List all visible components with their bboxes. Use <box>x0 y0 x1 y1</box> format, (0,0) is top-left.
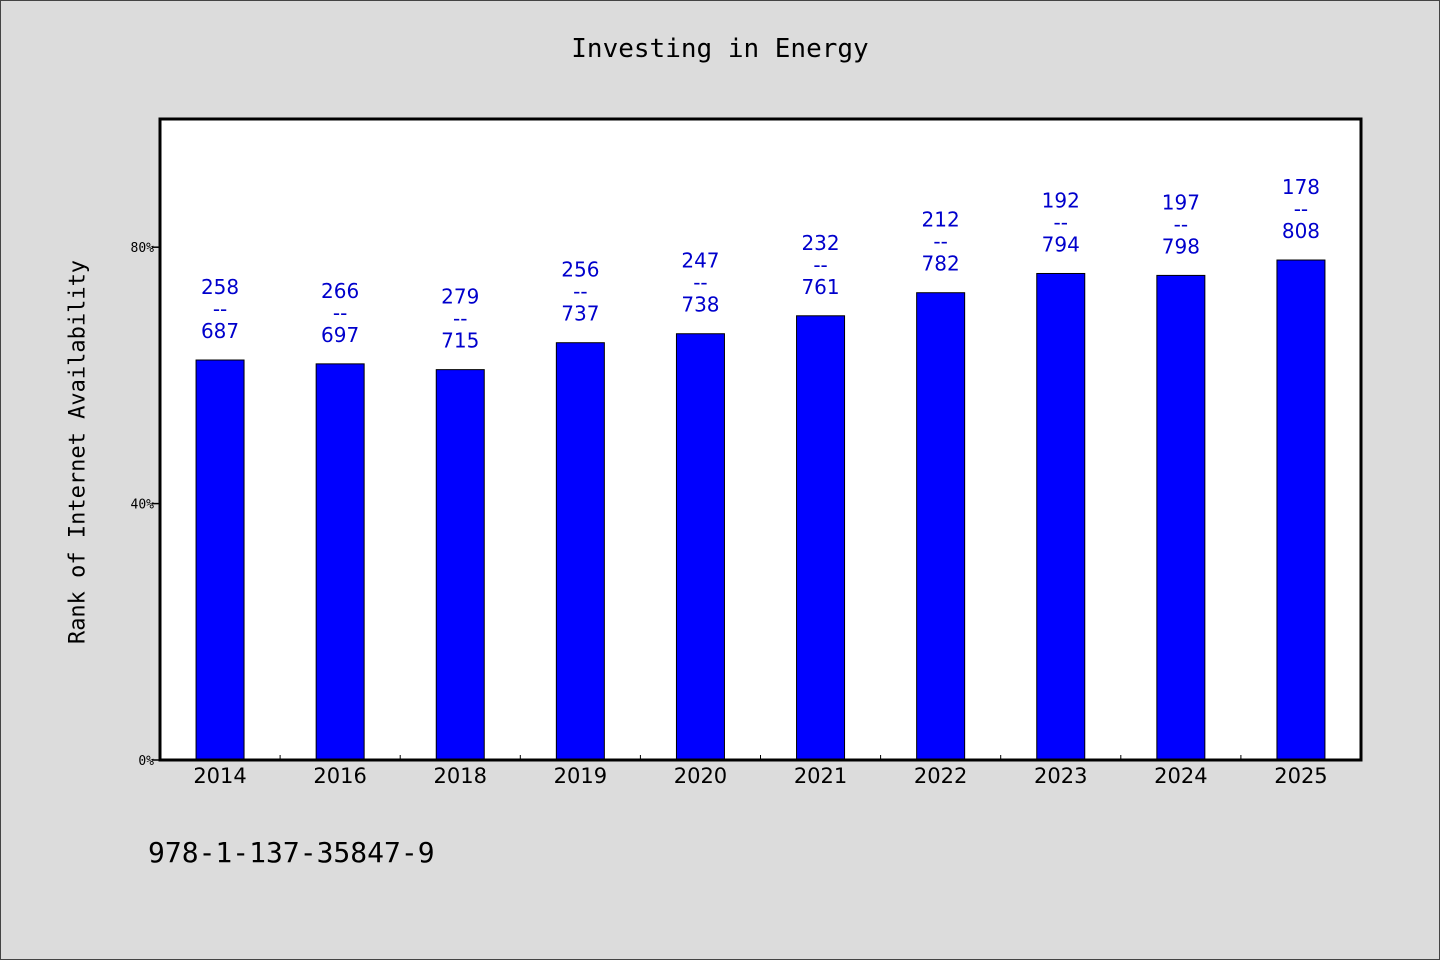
data-label-2024-1: -- <box>1174 212 1188 236</box>
bar-2020 <box>675 333 725 761</box>
data-label-2025-0: 178 <box>1282 175 1320 199</box>
bar-2016 <box>315 363 365 761</box>
data-label-2016-1: -- <box>333 301 347 325</box>
bar-2021 <box>796 315 846 761</box>
x-tick-label-2024: 2024 <box>1154 764 1207 788</box>
x-tick-label-2023: 2023 <box>1034 764 1087 788</box>
x-tick-label-2020: 2020 <box>674 764 727 788</box>
bar-2025 <box>1276 259 1326 761</box>
y-tick-label-0: 0% <box>138 754 154 769</box>
data-label-2025-1: -- <box>1294 197 1308 221</box>
bar-2022 <box>916 292 966 761</box>
x-tick-label-2021: 2021 <box>794 764 847 788</box>
x-tick-label-2019: 2019 <box>554 764 607 788</box>
bar-2024 <box>1156 274 1206 761</box>
bar-2014 <box>195 359 245 761</box>
data-label-2022-1: -- <box>933 230 947 254</box>
data-label-2023-1: -- <box>1054 210 1068 234</box>
bar-2023 <box>1036 272 1086 761</box>
data-label-2021-2: 761 <box>801 275 839 299</box>
x-tick-label-2014: 2014 <box>193 764 246 788</box>
x-tick-label-2016: 2016 <box>313 764 366 788</box>
data-label-2022-2: 782 <box>922 252 960 276</box>
data-label-2018-1: -- <box>453 307 467 331</box>
data-label-2016-2: 697 <box>321 323 359 347</box>
data-label-2019-0: 256 <box>561 258 599 282</box>
isbn-label: 978-1-137-35847-9 <box>148 836 435 869</box>
data-label-2025-2: 808 <box>1282 219 1320 243</box>
data-label-2020-2: 738 <box>681 293 719 317</box>
x-tick-label-2022: 2022 <box>914 764 967 788</box>
bar-2018 <box>435 369 485 761</box>
data-label-2021-0: 232 <box>801 231 839 255</box>
data-label-2018-2: 715 <box>441 329 479 353</box>
x-tick-label-2025: 2025 <box>1274 764 1327 788</box>
data-label-2019-1: -- <box>573 280 587 304</box>
data-label-2019-2: 737 <box>561 302 599 326</box>
x-tick-label-2018: 2018 <box>434 764 487 788</box>
data-label-2020-1: -- <box>693 271 707 295</box>
data-label-2023-0: 192 <box>1042 188 1080 212</box>
data-label-2020-0: 247 <box>681 249 719 273</box>
data-label-2021-1: -- <box>813 253 827 277</box>
data-label-2024-2: 798 <box>1162 234 1200 258</box>
data-label-2023-2: 794 <box>1042 232 1080 256</box>
chart-title: Investing in Energy <box>571 34 869 64</box>
data-label-2018-0: 279 <box>441 285 479 309</box>
data-label-2014-2: 687 <box>201 319 239 343</box>
y-tick-label-80: 80% <box>131 241 155 256</box>
data-label-2016-0: 266 <box>321 279 359 303</box>
data-label-2014-0: 258 <box>201 275 239 299</box>
data-label-2014-1: -- <box>213 297 227 321</box>
bar-2019 <box>555 342 605 761</box>
y-tick-label-40: 40% <box>131 498 155 513</box>
data-label-2022-0: 212 <box>922 208 960 232</box>
data-label-2024-0: 197 <box>1162 190 1200 214</box>
